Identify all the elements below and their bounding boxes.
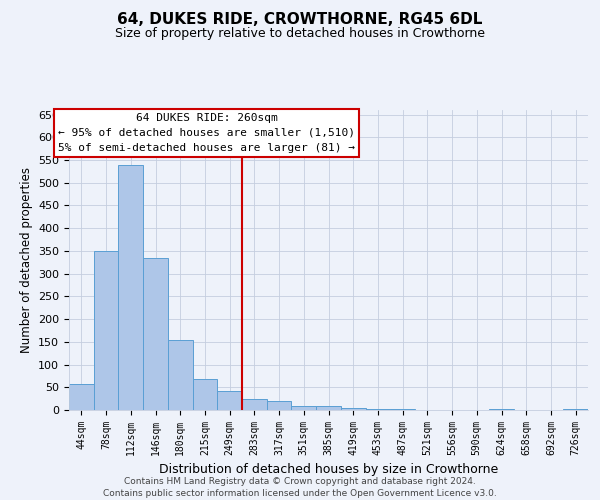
Y-axis label: Number of detached properties: Number of detached properties [20,167,32,353]
Bar [292,406,316,410]
Text: 64, DUKES RIDE, CROWTHORNE, RG45 6DL: 64, DUKES RIDE, CROWTHORNE, RG45 6DL [118,12,482,28]
Bar [365,409,390,410]
Bar [118,164,143,410]
Bar [168,340,193,410]
Text: Contains public sector information licensed under the Open Government Licence v3: Contains public sector information licen… [103,489,497,498]
Bar [69,384,94,410]
Bar [242,398,267,410]
Text: Size of property relative to detached houses in Crowthorne: Size of property relative to detached ho… [115,28,485,40]
Bar [193,379,217,410]
Text: 64 DUKES RIDE: 260sqm
← 95% of detached houses are smaller (1,510)
5% of semi-de: 64 DUKES RIDE: 260sqm ← 95% of detached … [58,113,355,152]
Bar [217,391,242,410]
Bar [316,406,341,410]
Bar [390,409,415,410]
Text: Contains HM Land Registry data © Crown copyright and database right 2024.: Contains HM Land Registry data © Crown c… [124,478,476,486]
X-axis label: Distribution of detached houses by size in Crowthorne: Distribution of detached houses by size … [159,464,498,476]
Bar [489,409,514,410]
Bar [94,251,118,410]
Bar [563,409,588,410]
Bar [267,401,292,410]
Bar [341,408,365,410]
Bar [143,258,168,410]
